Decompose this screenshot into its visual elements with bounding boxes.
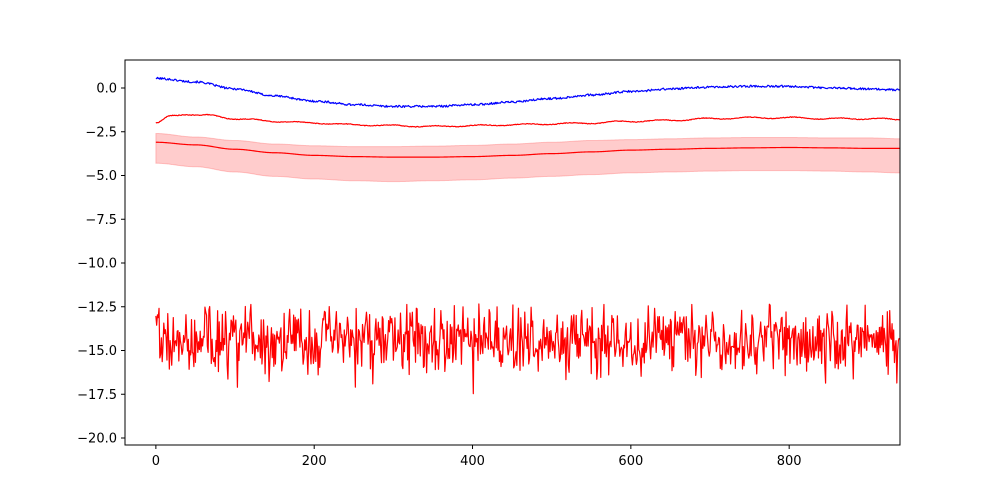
y-tick-label: −20.0	[77, 432, 117, 447]
x-tick-label: 400	[460, 454, 485, 469]
series-layer	[155, 76, 901, 395]
x-tick-label: 0	[152, 454, 160, 469]
series-line-3	[155, 303, 900, 395]
y-tick-label: −2.5	[85, 125, 117, 140]
series-line-2	[155, 141, 900, 158]
series-line-1	[155, 113, 901, 128]
x-tick-label: 600	[618, 454, 643, 469]
y-tick-label: −15.0	[77, 344, 117, 359]
y-tick-label: −17.5	[77, 388, 117, 403]
x-axis: 0 200 400 600 800	[152, 445, 802, 469]
y-tick-label: −7.5	[85, 213, 117, 228]
y-tick-label: −12.5	[77, 300, 117, 315]
confidence-band-layer	[155, 133, 901, 183]
plot-area-frame	[124, 59, 901, 446]
y-tick-label: −5.0	[85, 169, 117, 184]
y-tick-label: 0.0	[96, 82, 117, 97]
x-tick-label: 800	[777, 454, 802, 469]
y-axis: 0.0 −2.5 −5.0 −7.5 −10.0 −12.5 −15.0 −17.5 −20.0	[77, 82, 125, 447]
series-line-0	[155, 76, 901, 109]
confidence-band-2	[155, 133, 901, 183]
x-tick-label: 200	[302, 454, 327, 469]
y-tick-label: −10.0	[77, 257, 117, 272]
